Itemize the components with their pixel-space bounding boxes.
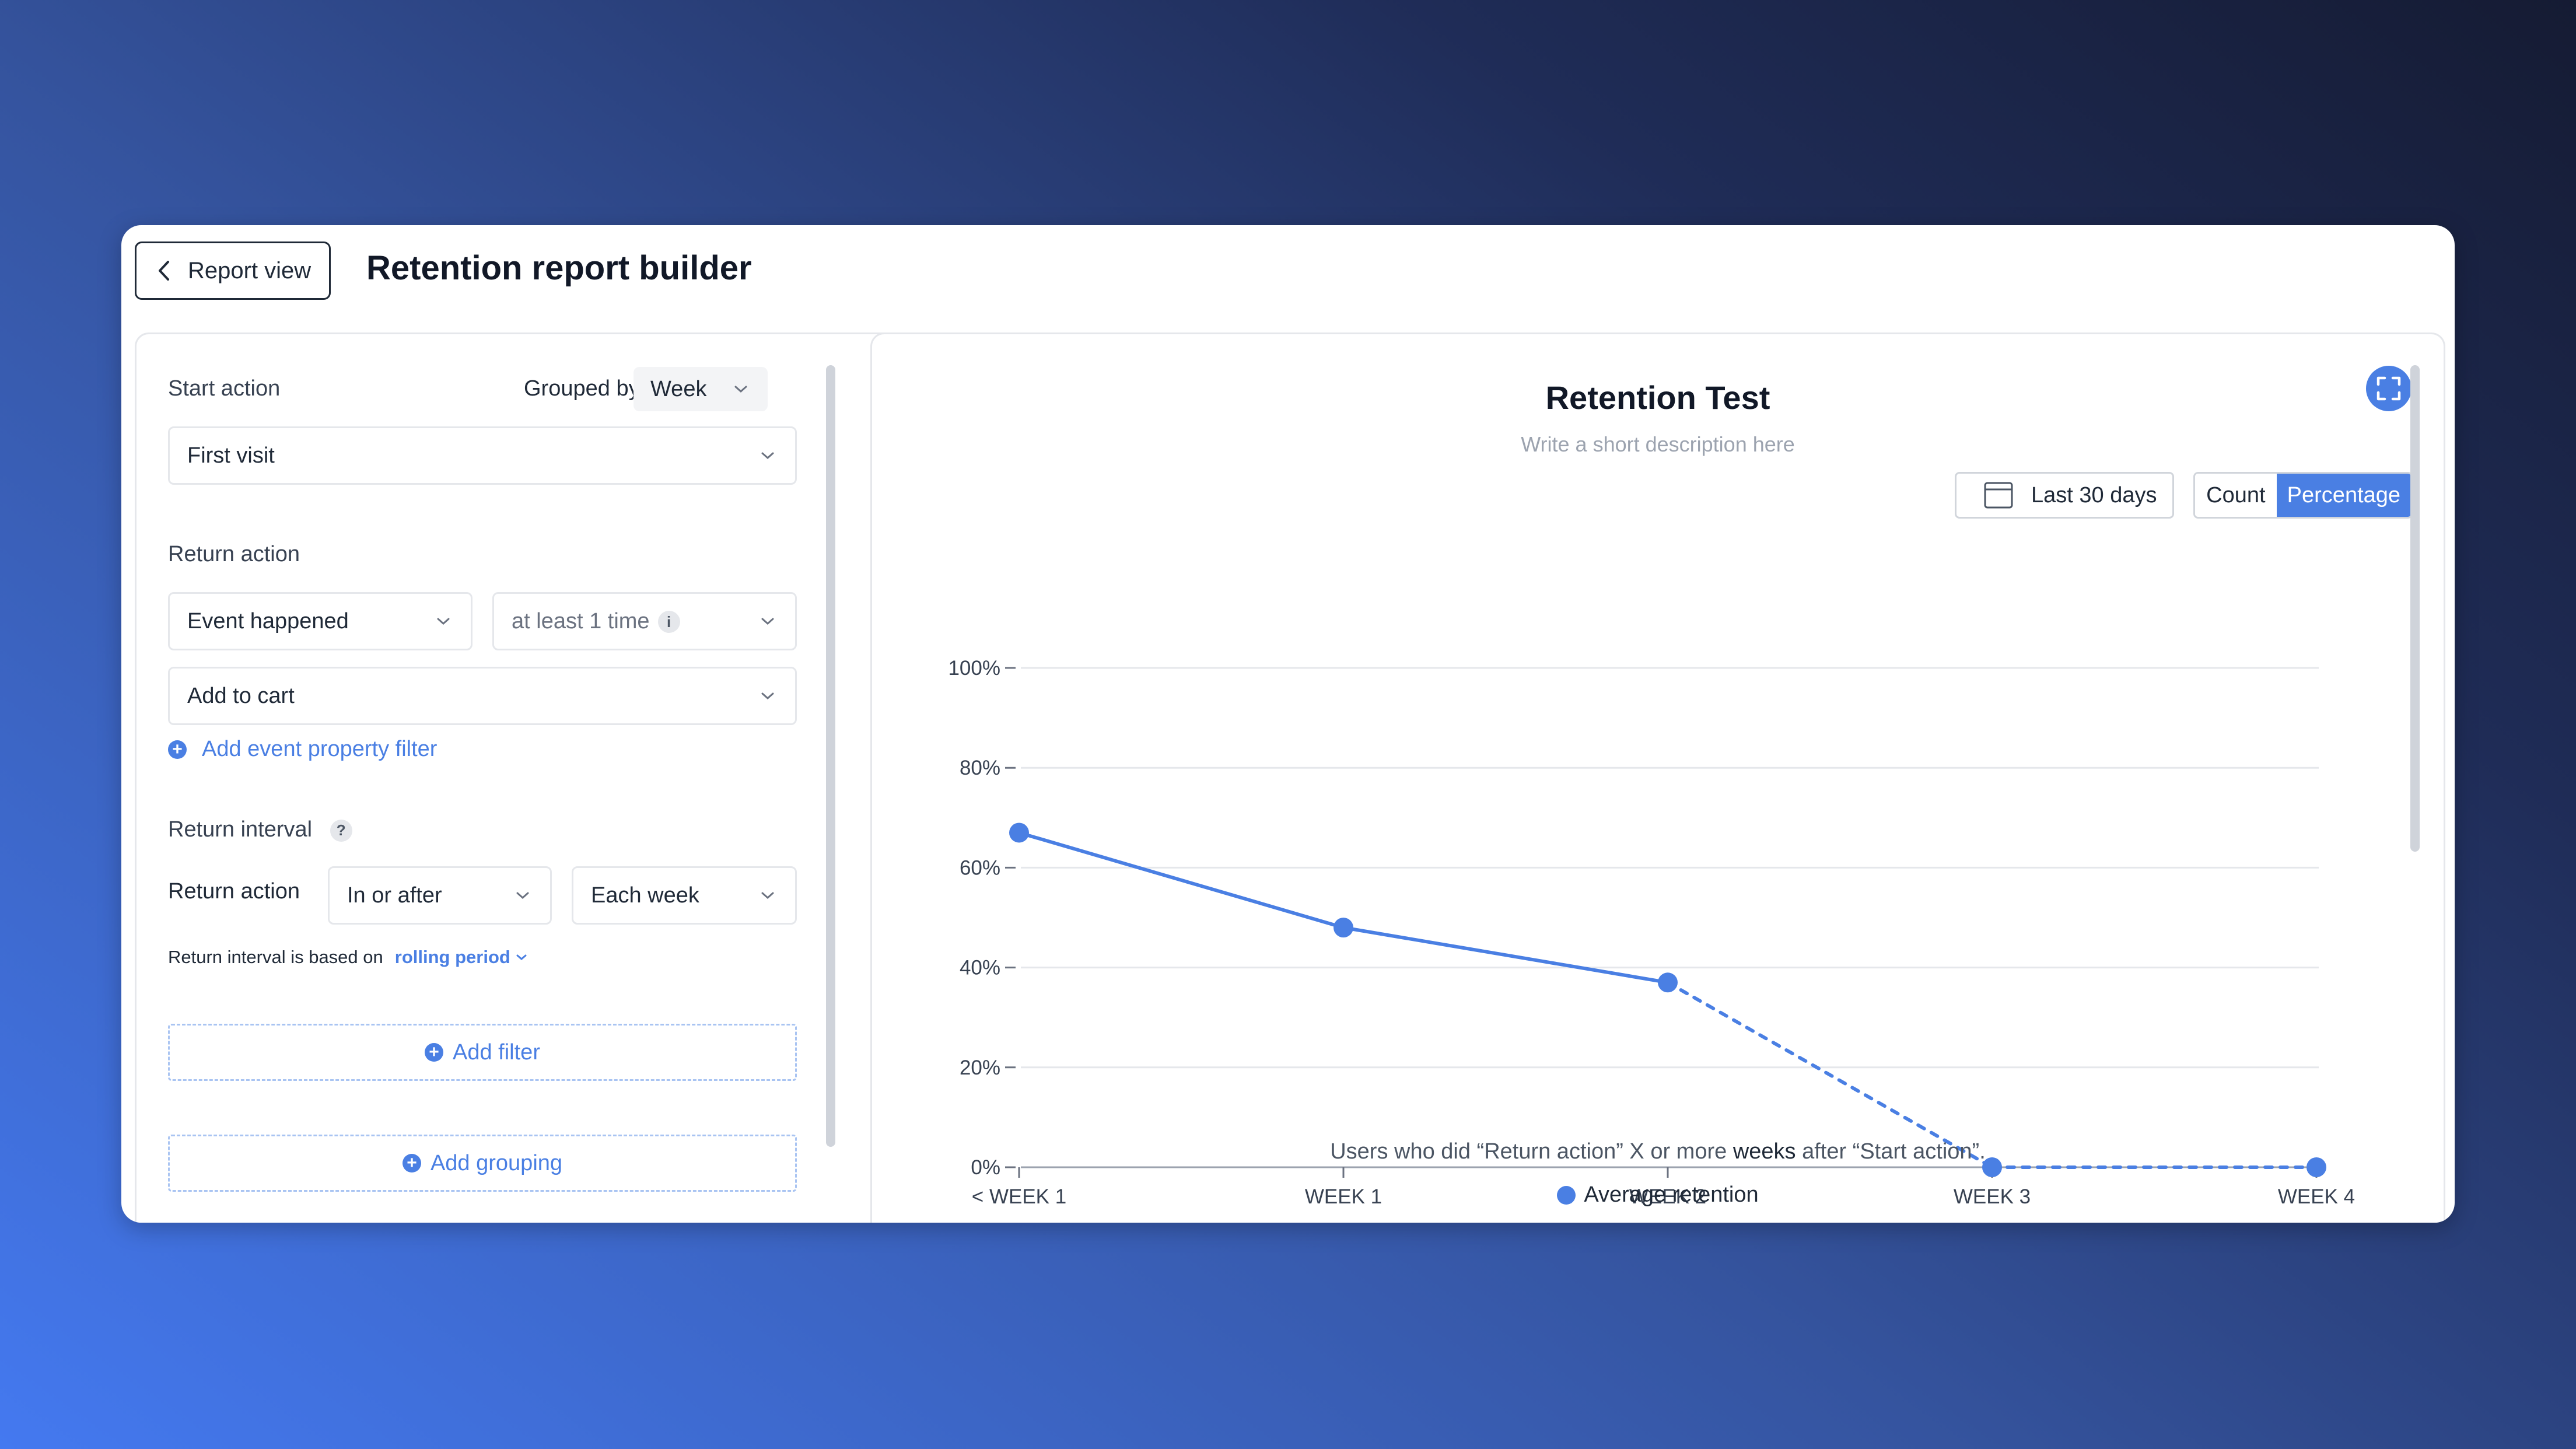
y-tick-label: 40% bbox=[960, 957, 1000, 979]
legend-marker bbox=[1557, 1185, 1576, 1205]
event-condition-value: Event happened bbox=[187, 608, 349, 634]
chevron-left-icon bbox=[159, 261, 169, 281]
x-tick-label: < WEEK 1 bbox=[972, 1185, 1066, 1208]
report-builder-window: Report view Retention report builder Sta… bbox=[121, 225, 2455, 1223]
event-condition-select[interactable]: Event happened bbox=[168, 592, 473, 650]
chevron-down-icon bbox=[435, 615, 453, 627]
rolling-period-link[interactable]: rolling period bbox=[395, 947, 528, 968]
series-points bbox=[1009, 822, 2326, 1177]
grouped-by-value: Week bbox=[650, 376, 707, 401]
y-tick-label: 20% bbox=[960, 1056, 1000, 1079]
retention-line-chart: 0% 20% 40% 60% 80% 100% < WEEK 1 WEEK 1 WEEK 2 W… bbox=[948, 657, 2355, 1208]
data-point bbox=[1982, 1157, 2002, 1177]
report-view-button[interactable]: Report view bbox=[135, 242, 331, 300]
add-filter-label: Add filter bbox=[453, 1040, 540, 1065]
add-grouping-button[interactable]: + Add grouping bbox=[168, 1135, 797, 1192]
series-line-segment bbox=[1342, 926, 1670, 985]
chart-caption: Users who did “Return action” X or more … bbox=[872, 1139, 2444, 1164]
series-line-segment bbox=[1017, 831, 1345, 930]
return-action-row-label: Return action bbox=[168, 879, 300, 904]
interval-note-text: Return interval is based on bbox=[168, 947, 383, 967]
start-action-value: First visit bbox=[187, 443, 275, 468]
y-tick-label: 100% bbox=[948, 657, 1000, 680]
chevron-down-icon bbox=[516, 954, 527, 960]
page-title: Retention report builder bbox=[366, 249, 752, 287]
builder-panel: Start action Grouped by: Week First visi… bbox=[135, 332, 958, 1223]
add-event-property-filter-link[interactable]: + Add event property filter bbox=[168, 737, 437, 762]
start-action-select[interactable]: First visit bbox=[168, 426, 797, 485]
count-percentage-toggle: Count Percentage bbox=[2193, 472, 2413, 519]
plus-circle-icon: + bbox=[168, 740, 187, 759]
grouped-by-select[interactable]: Week bbox=[634, 367, 768, 411]
return-event-select[interactable]: Add to cart bbox=[168, 667, 797, 725]
interval-mode-select[interactable]: In or after bbox=[328, 866, 552, 925]
data-point bbox=[1334, 918, 1353, 938]
plus-circle-icon: + bbox=[402, 1154, 421, 1172]
y-tick-label: 0% bbox=[971, 1156, 1000, 1179]
help-icon[interactable]: ? bbox=[330, 819, 352, 842]
percentage-toggle[interactable]: Percentage bbox=[2276, 474, 2411, 517]
chart-caption-bold: weeks bbox=[1732, 1139, 1796, 1164]
chart-caption-end: after “Start action”. bbox=[1796, 1139, 1986, 1164]
y-tick-label: 60% bbox=[960, 856, 1000, 879]
chart-panel: Retention Test Write a short description… bbox=[870, 332, 2445, 1223]
frequency-value: at least 1 time bbox=[512, 608, 650, 634]
chevron-down-icon bbox=[732, 383, 751, 395]
chart-legend: Average retention bbox=[872, 1182, 2444, 1208]
expand-icon[interactable] bbox=[2366, 366, 2412, 411]
y-tick-label: 80% bbox=[960, 757, 1000, 779]
date-range-button[interactable]: Last 30 days bbox=[1955, 472, 2174, 519]
x-tick-label: WEEK 1 bbox=[1305, 1185, 1382, 1208]
grid-lines bbox=[1021, 667, 2319, 1168]
info-icon: i bbox=[657, 611, 680, 634]
plus-circle-icon: + bbox=[425, 1043, 444, 1062]
chevron-down-icon bbox=[514, 890, 533, 901]
data-point bbox=[2306, 1157, 2326, 1177]
calendar-icon bbox=[1984, 482, 2013, 509]
x-tick-label: WEEK 2 bbox=[1629, 1185, 1706, 1208]
y-axis-ticks: 0% 20% 40% 60% 80% 100% bbox=[948, 657, 1016, 1179]
interval-note: Return interval is based on rolling peri… bbox=[168, 947, 528, 968]
start-action-label: Start action bbox=[168, 376, 281, 401]
chevron-down-icon bbox=[759, 890, 778, 901]
chevron-down-icon bbox=[759, 615, 778, 627]
data-point bbox=[1009, 822, 1029, 843]
chart-title: Retention Test bbox=[1545, 379, 1770, 416]
x-axis-ticks: < WEEK 1 WEEK 1 WEEK 2 WEEK 3 WEEK 4 bbox=[972, 1167, 2355, 1208]
data-point bbox=[1658, 972, 1678, 993]
x-tick-label: WEEK 3 bbox=[1954, 1185, 2031, 1208]
interval-period-value: Each week bbox=[591, 883, 699, 908]
add-event-property-filter-label: Add event property filter bbox=[202, 737, 438, 761]
return-event-value: Add to cart bbox=[187, 683, 295, 708]
return-action-label: Return action bbox=[168, 542, 300, 566]
count-toggle[interactable]: Count bbox=[2195, 474, 2277, 517]
grouped-by-label: Grouped by: bbox=[524, 376, 646, 401]
chart-description[interactable]: Write a short description here bbox=[1521, 432, 1795, 456]
x-tick-label: WEEK 4 bbox=[2278, 1185, 2355, 1208]
interval-period-select[interactable]: Each week bbox=[572, 866, 797, 925]
interval-mode-value: In or after bbox=[347, 883, 442, 908]
date-range-label: Last 30 days bbox=[2031, 482, 2157, 508]
add-filter-button[interactable]: + Add filter bbox=[168, 1024, 797, 1081]
series-lines bbox=[1017, 831, 2318, 1169]
chart-caption-start: Users who did “Return action” X or more bbox=[1330, 1139, 1733, 1164]
rolling-period-label: rolling period bbox=[394, 947, 510, 967]
return-interval-text: Return interval bbox=[168, 817, 313, 842]
frequency-select[interactable]: at least 1 time i bbox=[492, 592, 797, 650]
add-grouping-label: Add grouping bbox=[430, 1150, 563, 1175]
chevron-down-icon bbox=[759, 450, 778, 461]
return-interval-label: Return interval ? bbox=[168, 817, 352, 842]
legend-label: Average retention bbox=[1584, 1182, 1759, 1207]
series-line-projected-segment bbox=[1666, 981, 1994, 1169]
chevron-down-icon bbox=[759, 690, 778, 702]
report-view-label: Report view bbox=[188, 257, 312, 284]
chart-scrollbar[interactable] bbox=[2410, 365, 2420, 852]
builder-scrollbar[interactable] bbox=[826, 365, 835, 1147]
